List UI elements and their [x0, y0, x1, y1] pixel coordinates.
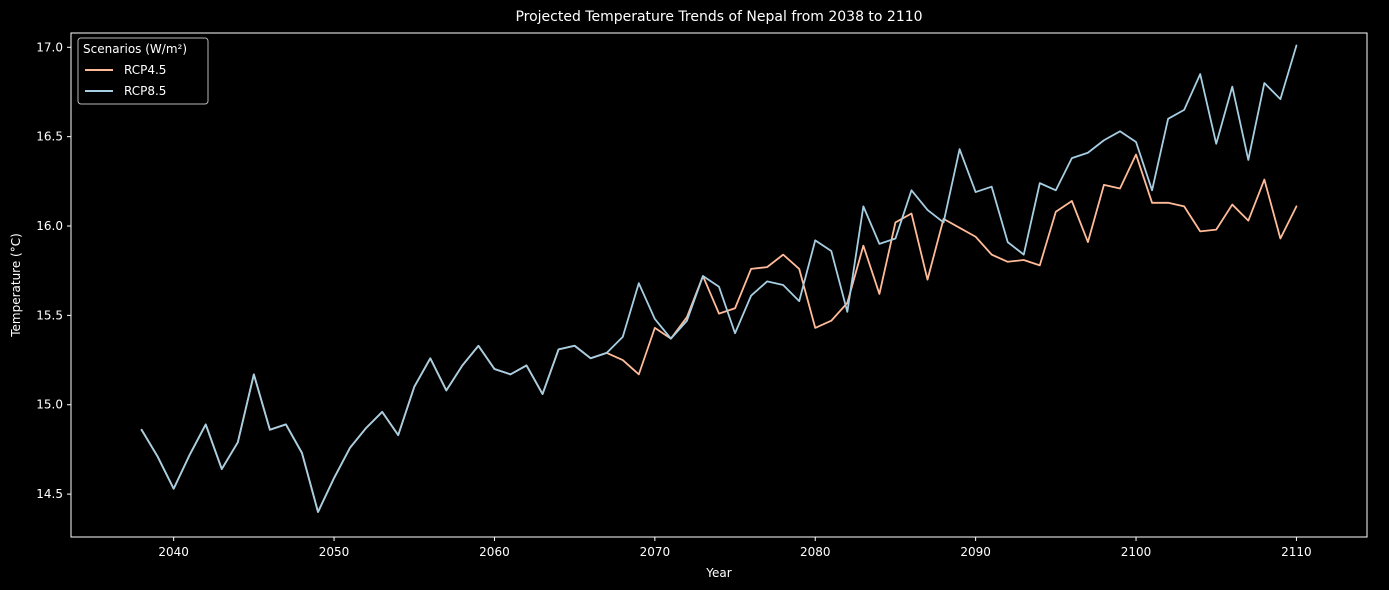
- x-tick-label: 2090: [960, 545, 991, 559]
- legend-label-rcp45: RCP4.5: [124, 63, 166, 77]
- y-axis-ticks: 14.5 15.0 15.5 16.0 16.5 17.0: [36, 40, 71, 501]
- x-tick-label: 2100: [1121, 545, 1152, 559]
- series-line-rcp85: [140, 44, 1298, 513]
- legend: Scenarios (W/m²) RCP4.5 RCP8.5: [77, 37, 209, 105]
- plot-area: [140, 44, 1298, 513]
- x-tick-label: 2110: [1281, 545, 1312, 559]
- x-tick-label: 2070: [640, 545, 671, 559]
- x-tick-label: 2050: [319, 545, 350, 559]
- x-tick-label: 2080: [800, 545, 831, 559]
- x-axis-ticks: 2040 2050 2060 2070 2080 2090 2100 2110: [158, 537, 1312, 559]
- y-tick-label: 15.0: [36, 398, 63, 412]
- y-tick-label: 15.5: [36, 308, 63, 322]
- y-tick-label: 16.0: [36, 219, 63, 233]
- legend-label-rcp85: RCP8.5: [124, 84, 166, 98]
- y-tick-label: 16.5: [36, 130, 63, 144]
- plot-frame: [70, 32, 1368, 538]
- legend-box: [77, 37, 209, 105]
- y-axis-label: Temperature (°C): [9, 233, 23, 338]
- x-tick-label: 2040: [158, 545, 189, 559]
- legend-title: Scenarios (W/m²): [83, 42, 187, 56]
- chart-title: Projected Temperature Trends of Nepal fr…: [515, 9, 922, 25]
- y-tick-label: 17.0: [36, 40, 63, 54]
- x-axis-label: Year: [705, 566, 731, 580]
- x-tick-label: 2060: [479, 545, 510, 559]
- y-tick-label: 14.5: [36, 487, 63, 501]
